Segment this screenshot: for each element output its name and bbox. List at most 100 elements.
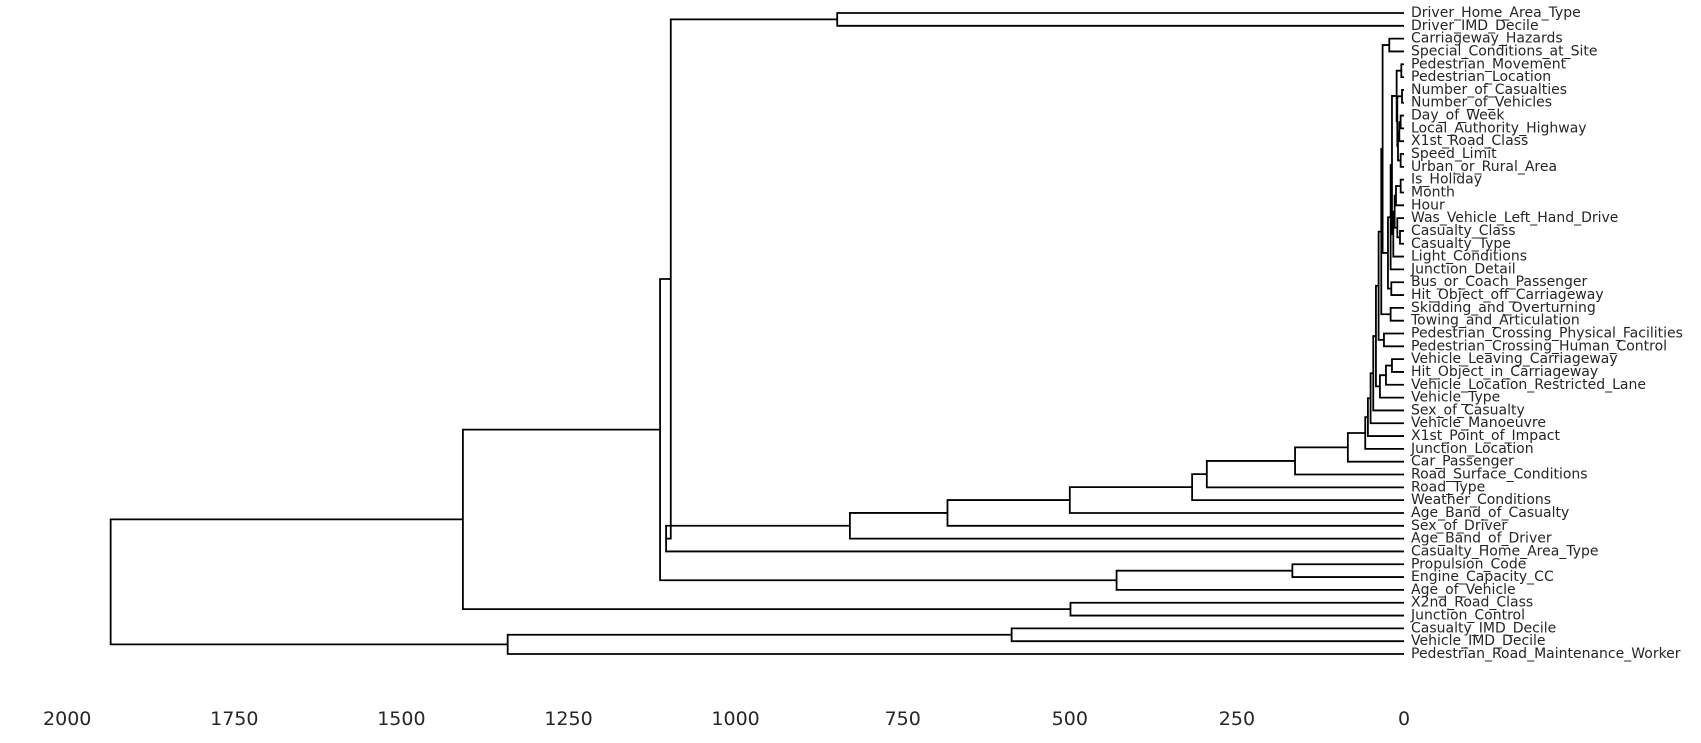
dendrogram-link-43 [1115,569,1404,591]
leaf-label: Pedestrian_Location [1411,69,1551,85]
dendrogram-link-17 [1390,281,1404,296]
dendrogram-link-3 [1398,121,1404,143]
leaf-label: Pedestrian_Road_Maintenance_Worker [1411,646,1681,662]
x-tick-label: 2000 [43,708,91,730]
dendrogram-link-6 [1396,95,1402,147]
dendrogram-link-42 [1291,563,1404,578]
dendrogram-link-2 [1399,114,1404,130]
dendrogram-link-26 [1379,374,1404,399]
leaf-label: X2nd_Road_Class [1411,595,1533,611]
leaf-label: Casualty_Class [1411,223,1516,239]
leaf-label: Is_Holiday [1411,172,1482,188]
dendrogram-link-35 [1191,473,1404,502]
dendrogram-link-11 [1396,217,1404,239]
dendrogram-link-28 [1372,335,1404,412]
leaf-label: Car_Passenger [1411,454,1514,470]
dendrogram-link-47 [1010,627,1404,643]
leaf-label: Hit_Object_in_Carriageway [1411,364,1598,380]
leaf-label: Day_of_Week [1411,108,1505,124]
leaf-label: Driver_Home_Area_Type [1411,5,1581,21]
leaf-label: Pedestrian_Crossing_Human_Control [1411,338,1667,354]
leaf-label: Casualty_IMD_Decile [1411,620,1556,636]
dendrogram-link-49 [109,518,508,646]
dendrogram-link-9 [1395,185,1404,207]
leaf-labels: Driver_Home_Area_TypeDriver_IMD_DecileCa… [1410,5,1683,662]
dendrogram-link-30 [1367,397,1404,437]
leaf-label: Sex_of_Driver [1411,518,1507,534]
dendrogram-link-4 [1399,153,1404,168]
dendrogram-link-13 [1392,210,1404,258]
leaf-label: Junction_Detail [1410,261,1516,277]
x-tick-label: 0 [1398,708,1410,730]
dendrogram-link-16 [1388,37,1404,53]
leaf-label: Number_of_Casualties [1411,82,1567,98]
leaf-label: Engine_Capacity_CC [1411,569,1554,585]
leaf-label: Pedestrian_Crossing_Physical_Facilities [1411,326,1683,342]
x-tick-label: 250 [1219,708,1255,730]
leaf-label: Vehicle_Type [1411,390,1500,406]
leaf-label: Carriageway_Hazards [1411,31,1563,47]
dendrogram-link-32 [1346,432,1404,463]
dendrogram-link-14 [1391,95,1397,236]
dendrogram-link-37 [946,499,1404,527]
dendrogram-link-40 [836,12,1404,27]
leaf-label: X1st_Point_of_Impact [1411,428,1560,444]
leaf-label: Hour [1411,197,1445,213]
leaf-label: Weather_Conditions [1411,492,1551,508]
leaf-label: Vehicle_Manoeuvre [1411,415,1546,431]
leaf-label: Hit_Object_off_Carriageway [1411,287,1604,303]
leaf-label: Pedestrian_Movement [1411,56,1567,72]
dendrogram-link-25 [1385,364,1404,386]
leaf-label: Casualty_Home_Area_Type [1411,543,1598,559]
dendrogram-link-0 [1400,63,1404,78]
leaf-label: X1st_Road_Class [1411,133,1528,149]
x-tick-label: 1000 [711,708,759,730]
dendrogram-link-24 [1391,358,1404,373]
leaf-label: Vehicle_IMD_Decile [1411,633,1546,649]
dendrogram-link-7 [1395,69,1402,123]
leaf-label: Propulsion_Code [1411,556,1526,572]
leaf-label: Driver_IMD_Decile [1411,18,1539,34]
leaf-label: Speed_Limit [1411,146,1497,162]
dendrogram-link-45 [1069,601,1404,617]
leaf-label: Sex_of_Casualty [1411,402,1525,418]
leaf-label: Bus_or_Coach_Passenger [1411,274,1588,290]
x-axis: 2000 1750 1500 1250 1000 750 500 250 0 [43,708,1410,730]
dendrogram-link-1 [1401,89,1404,104]
leaf-label: Junction_Control [1410,608,1525,624]
dendrogram-link-48 [506,633,1404,655]
dendrogram-link-20 [1389,306,1404,322]
leaf-label: Towing_and_Articulation [1410,313,1580,329]
leaf-label: Road_Type [1411,479,1485,495]
leaf-label: Month [1411,184,1455,200]
x-tick-label: 1250 [544,708,592,730]
dendrogram-link-22 [1383,332,1404,348]
dendrogram-link-27 [1375,284,1380,388]
dendrogram-link-46 [461,428,1071,611]
dendrogram-link-39 [665,524,1404,553]
leaf-label: Special_Conditions_at_Site [1411,43,1598,59]
x-tick-label: 500 [1052,708,1088,730]
leaf-label: Number_of_Vehicles [1411,95,1552,111]
leaf-label: Road_Surface_Conditions [1411,467,1588,483]
leaf-label: Age_Band_of_Casualty [1411,505,1569,521]
dendrogram-link-44 [659,278,1117,582]
dendrogram-links [109,12,1404,655]
leaf-label: Light_Conditions [1411,249,1527,265]
leaf-label: Urban_or_Rural_Area [1411,159,1557,175]
dendrogram-link-41 [666,18,838,540]
x-tick-label: 750 [885,708,921,730]
leaf-label: Junction_Location [1410,441,1534,457]
leaf-label: Vehicle_Location_Restricted_Lane [1411,377,1646,393]
x-tick-label: 1500 [377,708,425,730]
leaf-label: Vehicle_Leaving_Carriageway [1411,351,1618,367]
dendrogram-link-10 [1399,230,1404,245]
leaf-label: Age_Band_of_Driver [1411,531,1552,547]
leaf-label: Casualty_Type [1411,236,1511,252]
leaf-label: Skidding_and_Overturning [1411,300,1596,316]
dendrogram-link-18 [1387,216,1392,290]
x-tick-label: 1750 [210,708,258,730]
dendrogram-link-8 [1399,178,1404,194]
leaf-label: Age_of_Vehicle [1411,582,1516,598]
